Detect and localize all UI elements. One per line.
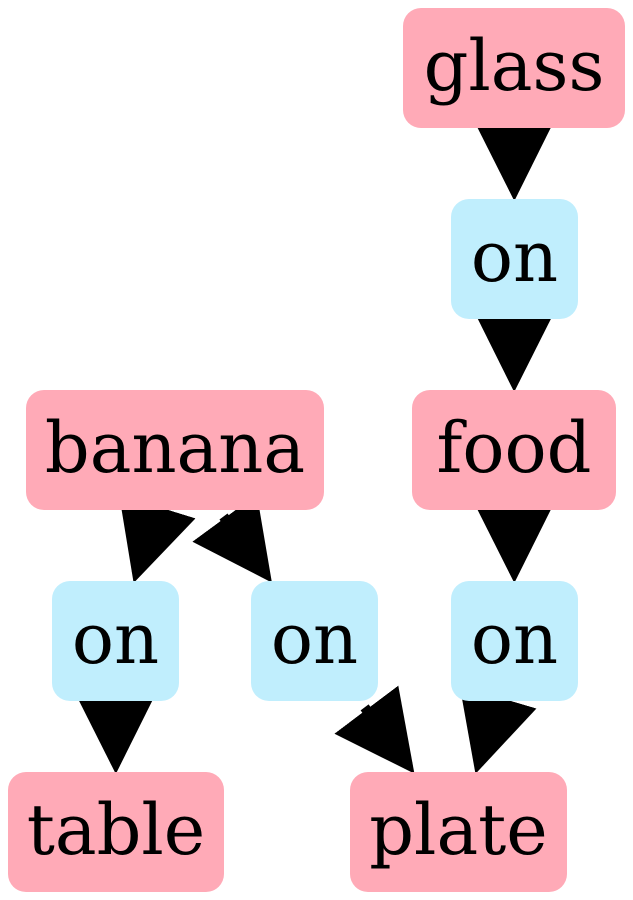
node-on-food-plate: on bbox=[451, 581, 578, 701]
node-on-banana-table: on bbox=[52, 581, 179, 701]
node-on-banana-table-label: on bbox=[71, 598, 160, 680]
edge-banana-to-on-banana-plate bbox=[192, 494, 272, 583]
node-on-glass-food: on bbox=[451, 199, 578, 319]
node-banana-label: banana bbox=[44, 407, 306, 489]
node-on-banana-plate-label: on bbox=[270, 598, 359, 680]
node-table-label: table bbox=[26, 789, 206, 871]
node-table: table bbox=[8, 772, 224, 892]
node-food: food bbox=[412, 390, 616, 510]
node-on-banana-plate: on bbox=[251, 581, 378, 701]
node-on-food-plate-label: on bbox=[470, 598, 559, 680]
node-banana: banana bbox=[26, 390, 324, 510]
edge-banana-to-on-banana-table bbox=[119, 494, 196, 583]
node-glass-label: glass bbox=[423, 25, 605, 107]
node-food-label: food bbox=[436, 407, 592, 489]
node-glass: glass bbox=[403, 8, 625, 128]
node-on-glass-food-label: on bbox=[470, 216, 559, 298]
edge-on-banana-plate-to-plate bbox=[334, 685, 415, 774]
edge-on-food-plate-to-plate bbox=[459, 685, 537, 774]
node-plate: plate bbox=[350, 772, 567, 892]
node-plate-label: plate bbox=[369, 789, 548, 871]
